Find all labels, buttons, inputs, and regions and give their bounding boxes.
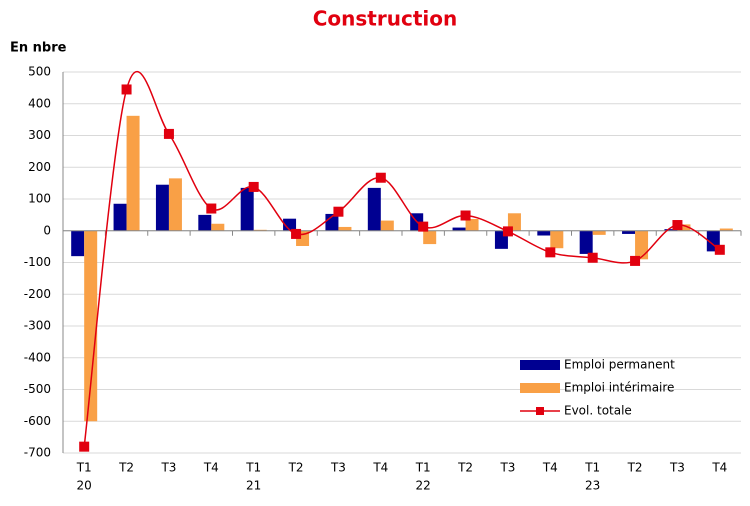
bar: [168, 178, 182, 231]
marker: [545, 247, 556, 258]
marker: [714, 244, 725, 255]
x-tick-label: T3: [499, 461, 515, 475]
marker: [163, 128, 174, 139]
y-tick-label: -200: [24, 287, 51, 301]
bar: [677, 224, 691, 231]
bar: [211, 223, 225, 231]
x-tick-label: T1: [76, 461, 92, 475]
marker: [79, 441, 90, 452]
legend-label: Emploi permanent: [564, 358, 675, 372]
marker: [502, 226, 513, 237]
y-tick-label: 200: [28, 160, 51, 174]
bar: [592, 230, 606, 235]
bar: [240, 187, 254, 231]
bar: [380, 220, 394, 231]
bar: [635, 230, 649, 260]
bar: [84, 230, 98, 422]
marker: [248, 181, 259, 192]
x-group-label: 20: [77, 479, 92, 493]
marker: [587, 252, 598, 263]
legend-label: Emploi intérimaire: [564, 381, 674, 395]
bar: [198, 214, 212, 231]
x-tick-label: T2: [627, 461, 643, 475]
bar: [579, 230, 593, 254]
y-tick-label: 300: [28, 128, 51, 142]
bar: [126, 115, 140, 231]
marker: [630, 255, 641, 266]
x-tick-label: T3: [669, 461, 685, 475]
x-group-label: 23: [585, 479, 600, 493]
y-tick-label: 400: [28, 96, 51, 110]
y-axis-label: En nbre: [10, 41, 67, 56]
x-group-label: 22: [416, 479, 431, 493]
legend-label: Evol. totale: [564, 404, 632, 418]
x-tick-label: T1: [415, 461, 431, 475]
y-tick-label: -700: [24, 446, 51, 460]
x-tick-label: T2: [118, 461, 134, 475]
y-tick-label: -300: [24, 319, 51, 333]
marker: [206, 203, 217, 214]
bar: [507, 213, 521, 231]
bar: [664, 229, 678, 231]
bar: [113, 203, 127, 231]
bar: [622, 230, 636, 234]
marker: [375, 172, 386, 183]
bar: [155, 184, 169, 231]
x-tick-label: T3: [160, 461, 176, 475]
bar: [367, 187, 381, 231]
legend-swatch: [520, 383, 560, 393]
y-tick-label: 0: [43, 223, 51, 237]
bar: [283, 218, 297, 231]
x-tick-label: T1: [245, 461, 261, 475]
y-tick-label: -600: [24, 414, 51, 428]
bar: [719, 228, 733, 231]
y-tick-label: -500: [24, 382, 51, 396]
marker: [418, 221, 429, 232]
chart-title: Construction: [313, 7, 457, 31]
bar: [71, 230, 85, 257]
marker: [672, 220, 683, 231]
bar: [465, 219, 479, 231]
y-tick-label: 500: [28, 65, 51, 79]
bar: [537, 230, 551, 236]
bar: [550, 230, 564, 249]
x-tick-label: T3: [330, 461, 346, 475]
bar: [452, 227, 466, 231]
bar: [423, 230, 437, 245]
y-tick-label: -400: [24, 350, 51, 364]
y-tick-label: 100: [28, 192, 51, 206]
legend-swatch: [536, 407, 544, 415]
legend-swatch: [520, 360, 560, 370]
x-tick-label: T1: [584, 461, 600, 475]
marker: [460, 210, 471, 221]
x-tick-label: T4: [542, 461, 558, 475]
x-tick-label: T2: [457, 461, 473, 475]
x-tick-label: T4: [711, 461, 727, 475]
marker: [291, 228, 302, 239]
x-tick-label: T4: [372, 461, 388, 475]
marker: [333, 206, 344, 217]
marker: [121, 84, 132, 95]
x-group-label: 21: [246, 479, 261, 493]
x-tick-label: T2: [288, 461, 304, 475]
y-tick-label: -100: [24, 255, 51, 269]
x-tick-label: T4: [203, 461, 219, 475]
bar: [338, 226, 352, 231]
